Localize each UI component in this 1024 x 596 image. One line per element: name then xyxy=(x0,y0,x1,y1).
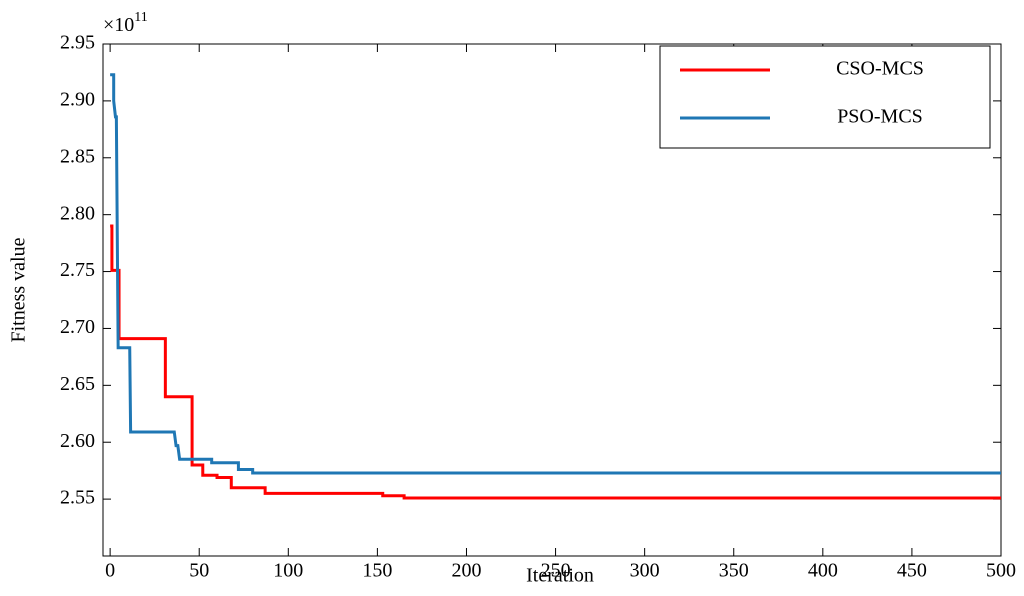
x-tick-label: 150 xyxy=(362,560,392,582)
x-tick-label: 350 xyxy=(719,560,749,582)
legend-box xyxy=(659,45,991,149)
y-tick-label: 2.95 xyxy=(60,32,95,54)
x-tick-label: 450 xyxy=(897,560,927,582)
y-multiplier: ×1011 xyxy=(103,10,148,35)
y-tick-label: 2.90 xyxy=(60,88,95,110)
x-tick-label: 500 xyxy=(986,560,1016,582)
y-tick-label: 2.75 xyxy=(60,259,95,281)
x-tick-label: 300 xyxy=(630,560,660,582)
x-tick-label: 100 xyxy=(273,560,303,582)
series-line xyxy=(110,73,1001,475)
y-tick-label: 2.80 xyxy=(60,202,95,224)
multiplier-base: ×10 xyxy=(103,14,134,36)
series-line xyxy=(110,224,1001,500)
y-axis-label: Fitness value xyxy=(8,237,30,342)
x-tick-label: 0 xyxy=(105,560,115,582)
x-axis-label: Iteration xyxy=(526,565,594,587)
legend-label: PSO-MCS xyxy=(837,106,923,128)
y-tick-label: 2.60 xyxy=(60,430,95,452)
y-tick-label: 2.55 xyxy=(60,487,95,509)
plot-frame xyxy=(102,43,1002,557)
x-tick-label: 50 xyxy=(189,560,209,582)
legend-label: CSO-MCS xyxy=(836,58,924,80)
multiplier-exponent: 11 xyxy=(134,10,147,25)
y-tick-label: 2.70 xyxy=(60,316,95,338)
y-tick-label: 2.85 xyxy=(60,145,95,167)
x-tick-label: 400 xyxy=(808,560,838,582)
x-tick-label: 250 xyxy=(541,560,571,582)
y-tick-label: 2.65 xyxy=(60,373,95,395)
x-tick-label: 200 xyxy=(451,560,481,582)
